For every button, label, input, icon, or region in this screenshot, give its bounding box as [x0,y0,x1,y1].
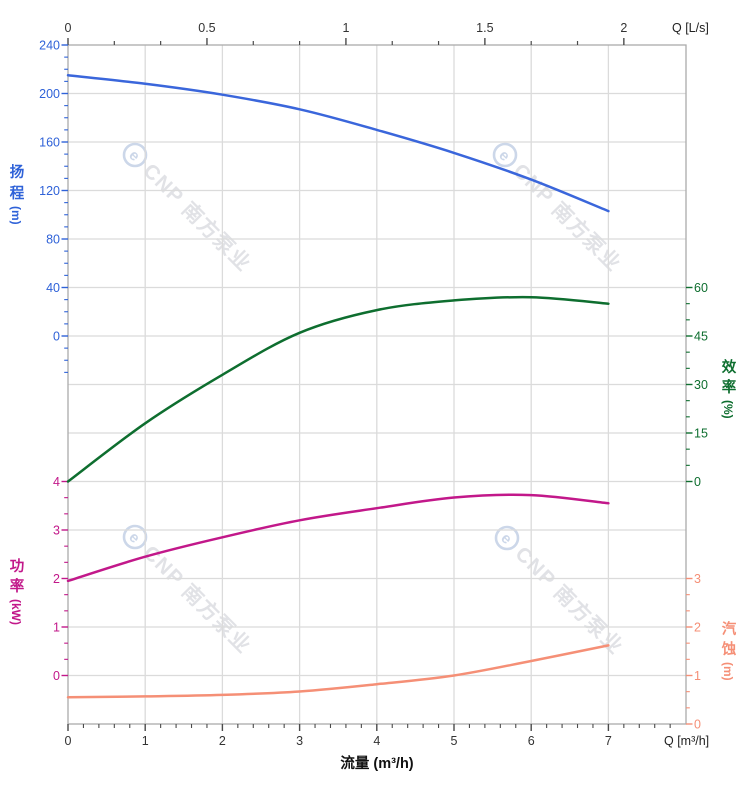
efficiency-axis-tick-label: 45 [694,330,708,344]
efficiency-axis: 60 45 30 15 0 效率 (%) [686,281,737,489]
top-axis-unit-label: Q [L/s] [672,21,709,35]
head-axis-title: 程 [10,185,25,202]
head-axis: 240 200 160 120 80 40 0 扬程 (m) [9,39,68,373]
efficiency-curve [66,295,610,483]
head-axis-tick-label: 0 [53,330,60,344]
head-axis-tick-label: 240 [39,39,60,53]
efficiency-axis-tick-label: 15 [694,427,708,441]
power-axis-title: 功 [10,558,25,575]
efficiency-axis-unit: (%) [721,400,735,419]
power-axis-unit: (kW) [9,599,23,625]
bottom-axis-tick-label: 0 [65,734,72,748]
power-axis-tick-label: 0 [53,669,60,683]
power-axis-tick-label: 1 [53,621,60,635]
efficiency-axis-tick-label: 0 [694,475,701,489]
head-axis-tick-label: 120 [39,184,60,198]
efficiency-axis-title: 率 [722,378,737,396]
npsh-axis-title: 汽 [722,620,737,638]
power-axis-title: 率 [10,577,25,595]
cnp-logo-icon [122,524,148,550]
top-axis: 0 0.5 1 1.5 2 Q [L/s] [65,21,709,45]
power-axis: 4 3 2 1 0 功率 (kW) [9,475,68,683]
bottom-axis-tick-label: 6 [528,734,535,748]
top-axis-tick-label: 0 [65,21,72,35]
power-axis-tick-label: 4 [53,475,60,489]
npsh-axis: 3 2 1 0 汽蚀 (m) [686,572,737,732]
bottom-axis-tick-label: 4 [373,734,380,748]
npsh-axis-tick-label: 1 [694,669,701,683]
bottom-axis-tick-label: 7 [605,734,612,748]
bottom-axis-unit-label: Q [m³/h] [664,734,709,748]
npsh-axis-title: 蚀 [721,640,737,658]
npsh-axis-tick-label: 2 [694,621,701,635]
bottom-axis-title: 流量 (m³/h) [340,754,413,772]
head-axis-tick-label: 80 [46,233,60,247]
head-axis-tick-label: 40 [46,281,60,295]
efficiency-axis-tick-label: 60 [694,281,708,295]
efficiency-axis-title: 效 [722,358,737,376]
npsh-curve [66,644,610,699]
top-axis-tick-label: 0.5 [198,21,215,35]
bottom-axis: 0 1 2 3 4 5 6 7 Q [m³/h] 流量 (m³/h) [65,724,709,772]
power-axis-tick-label: 2 [53,572,60,586]
bottom-axis-tick-label: 2 [219,734,226,748]
grid [68,45,686,724]
efficiency-axis-tick-label: 30 [694,378,708,392]
bottom-axis-tick-label: 3 [296,734,303,748]
cnp-logo-icon [492,142,518,168]
top-axis-tick-label: 2 [620,21,627,35]
head-curve [66,74,610,213]
top-axis-tick-label: 1.5 [476,21,493,35]
head-axis-tick-label: 160 [39,136,60,150]
top-axis-tick-label: 1 [342,21,349,35]
power-curve [66,493,610,583]
bottom-axis-tick-label: 5 [451,734,458,748]
head-axis-unit: (m) [9,206,23,225]
npsh-axis-unit: (m) [721,662,735,681]
power-axis-tick-label: 3 [53,524,60,538]
bottom-axis-tick-label: 1 [142,734,149,748]
head-axis-tick-label: 200 [39,87,60,101]
cnp-logo-icon [122,142,148,168]
npsh-axis-tick-label: 3 [694,572,701,586]
head-axis-title: 扬 [10,163,25,181]
npsh-axis-tick-label: 0 [694,718,701,732]
